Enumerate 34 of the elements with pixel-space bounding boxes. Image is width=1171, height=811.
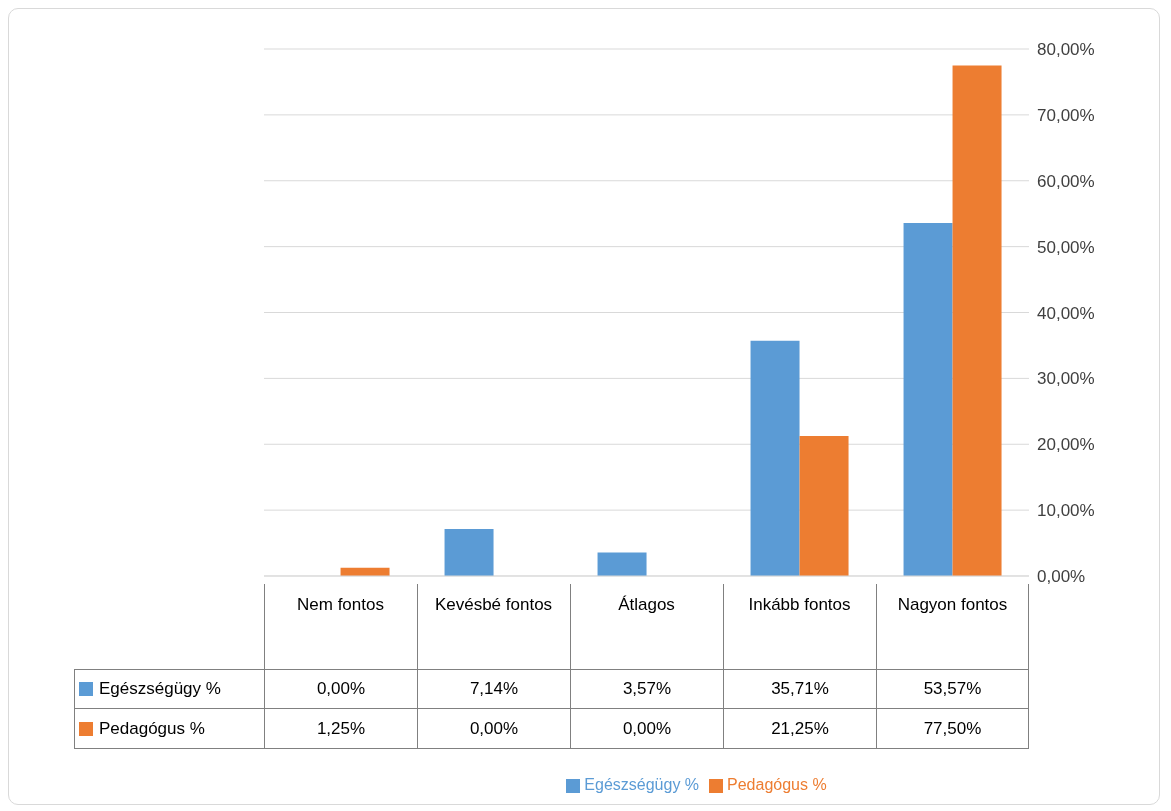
y-tick-label: 70,00% (1037, 105, 1095, 125)
legend-label: Pedagógus % (99, 718, 205, 739)
y-tick-label: 0,00% (1037, 567, 1086, 587)
y-tick-label: 60,00% (1037, 171, 1095, 191)
bar (750, 340, 800, 576)
data-label: 0,00% (570, 709, 723, 749)
data-label: 7,14% (417, 669, 570, 709)
x-tick-label: Nem fontos (297, 595, 384, 615)
bar (799, 436, 849, 576)
data-label: 1,25% (264, 709, 417, 749)
y-tick-label: 50,00% (1037, 237, 1095, 257)
y-tick-label: 30,00% (1037, 369, 1095, 389)
y-tick-label: 80,00% (1037, 40, 1095, 60)
x-tick-label: Kevésbé fontos (434, 595, 553, 615)
legend-label: Egészségügy % (584, 776, 700, 793)
data-label: 53,57% (876, 669, 1029, 709)
y-tick-label: 40,00% (1037, 303, 1095, 323)
x-tick-label: Nagyon fontos (897, 595, 1008, 615)
x-tick-label: Inkább fontos (748, 595, 851, 615)
bar (444, 528, 494, 576)
data-label: 0,00% (417, 709, 570, 749)
bar (597, 552, 647, 576)
y-tick-label: 20,00% (1037, 435, 1095, 455)
data-label: 0,00% (264, 669, 417, 709)
text: Egészségügy % (99, 679, 221, 698)
bar (952, 65, 1002, 576)
data-label: 35,71% (723, 669, 876, 709)
bar (903, 223, 953, 576)
data-label: 3,57% (570, 669, 723, 709)
text: Pedagógus % (727, 776, 827, 793)
data-label: 21,25% (723, 709, 876, 749)
x-tick-label: Átlagos (618, 595, 675, 615)
y-tick-label: 10,00% (1037, 501, 1095, 521)
data-label: 77,50% (876, 709, 1029, 749)
